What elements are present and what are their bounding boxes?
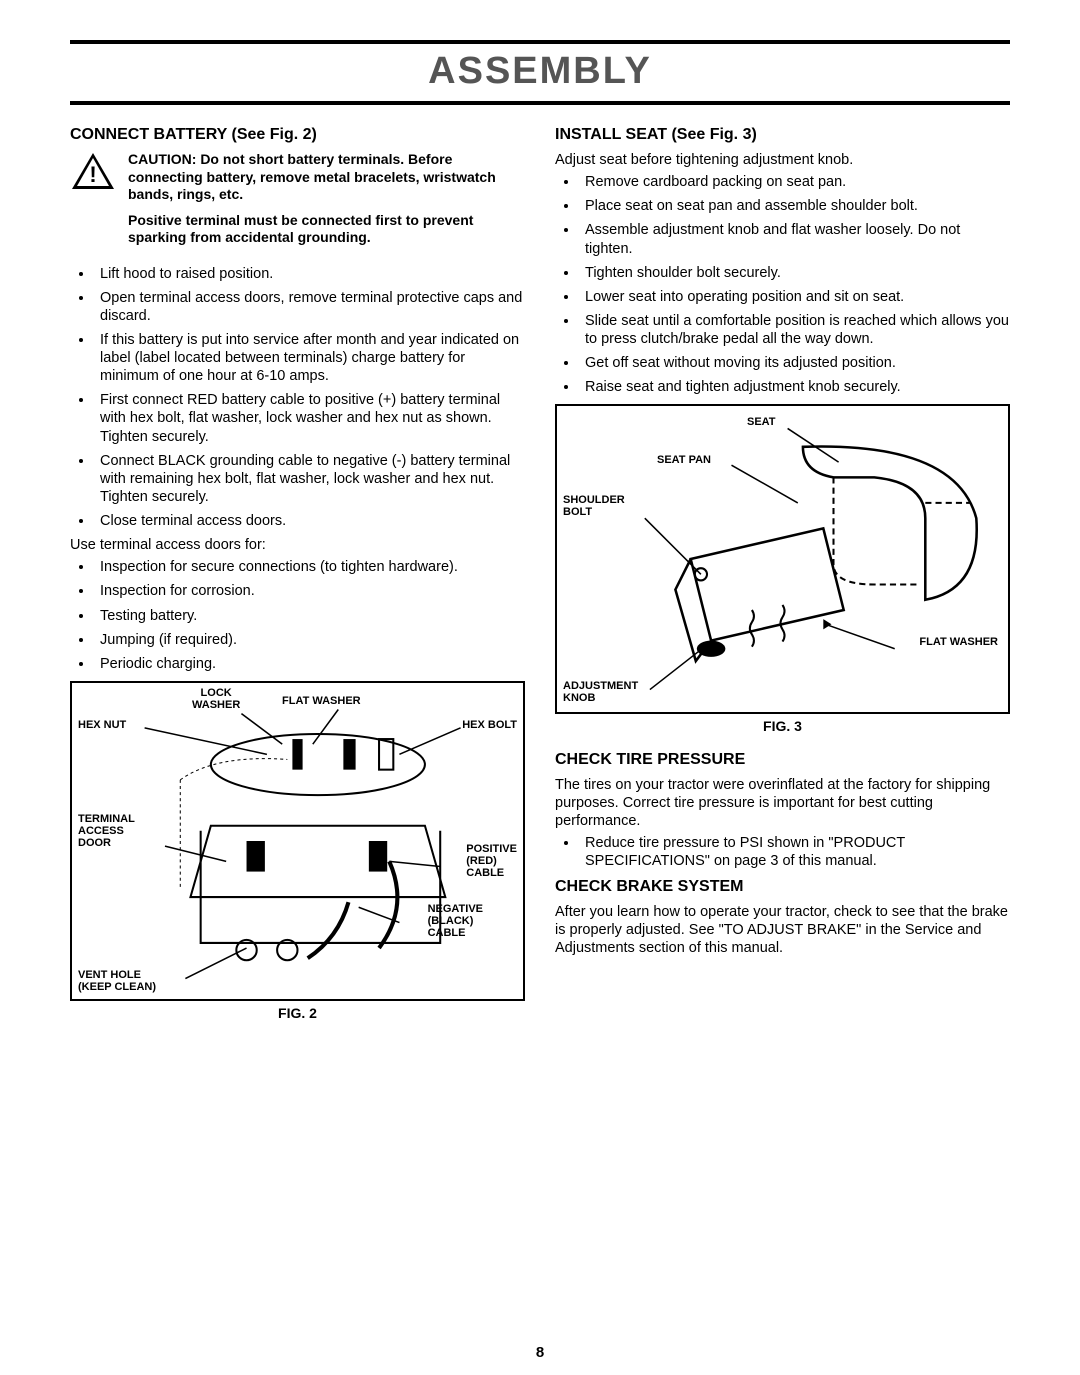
check-tire-heading: CHECK TIRE PRESSURE — [555, 750, 1010, 770]
list-item: Inspection for corrosion. — [94, 582, 525, 600]
connect-battery-heading: CONNECT BATTERY (See Fig. 2) — [70, 125, 525, 145]
figure-2-box: LOCK WASHER FLAT WASHER HEX NUT HEX BOLT… — [70, 681, 525, 1001]
list-item: Inspection for secure connections (to ti… — [94, 558, 525, 576]
list-item: First connect RED battery cable to posit… — [94, 391, 525, 445]
figure-3-box: SEAT SEAT PAN SHOULDER BOLT FLAT WASHER … — [555, 404, 1010, 714]
tire-pressure-text: The tires on your tractor were overinfla… — [555, 776, 1010, 830]
tire-bullet-list: Reduce tire pressure to PSI shown in "PR… — [555, 834, 1010, 870]
check-brake-heading: CHECK BRAKE SYSTEM — [555, 877, 1010, 897]
manual-page: ASSEMBLY CONNECT BATTERY (See Fig. 2) ! … — [0, 0, 1080, 1375]
battery-steps-list: Lift hood to raised position. Open termi… — [70, 265, 525, 531]
two-column-layout: CONNECT BATTERY (See Fig. 2) ! CAUTION: … — [70, 121, 1010, 1022]
install-seat-intro: Adjust seat before tightening adjustment… — [555, 151, 1010, 169]
figure-3-caption: FIG. 3 — [555, 718, 1010, 736]
list-item: If this battery is put into service afte… — [94, 331, 525, 385]
brake-text: After you learn how to operate your trac… — [555, 903, 1010, 957]
list-item: Lift hood to raised position. — [94, 265, 525, 283]
access-doors-list: Inspection for secure connections (to ti… — [70, 558, 525, 673]
title-bar: ASSEMBLY — [70, 40, 1010, 105]
page-number: 8 — [536, 1344, 544, 1361]
install-seat-list: Remove cardboard packing on seat pan. Pl… — [555, 173, 1010, 396]
list-item: Lower seat into operating position and s… — [579, 288, 1010, 306]
install-seat-heading: INSTALL SEAT (See Fig. 3) — [555, 125, 1010, 145]
figure-3-illustration — [557, 406, 1008, 712]
list-item: Place seat on seat pan and assemble shou… — [579, 197, 1010, 215]
list-item: Get off seat without moving its adjusted… — [579, 354, 1010, 372]
list-item: Open terminal access doors, remove termi… — [94, 289, 525, 325]
right-column: INSTALL SEAT (See Fig. 3) Adjust seat be… — [555, 121, 1010, 1022]
list-item: Remove cardboard packing on seat pan. — [579, 173, 1010, 191]
list-item: Assemble adjustment knob and flat washer… — [579, 221, 1010, 257]
caution-para-1: CAUTION: Do not short battery terminals.… — [128, 151, 525, 204]
caution-block: ! CAUTION: Do not short battery terminal… — [70, 151, 525, 255]
warning-icon: ! — [70, 151, 116, 255]
list-item: Periodic charging. — [94, 655, 525, 673]
list-item: Reduce tire pressure to PSI shown in "PR… — [579, 834, 1010, 870]
list-item: Jumping (if required). — [94, 631, 525, 649]
caution-para-2: Positive terminal must be connected firs… — [128, 212, 525, 247]
list-item: Tighten shoulder bolt securely. — [579, 264, 1010, 282]
list-item: Raise seat and tighten adjustment knob s… — [579, 378, 1010, 396]
figure-2-caption: FIG. 2 — [70, 1005, 525, 1023]
svg-text:!: ! — [89, 162, 96, 187]
list-item: Connect BLACK grounding cable to negativ… — [94, 452, 525, 506]
caution-text: CAUTION: Do not short battery terminals.… — [128, 151, 525, 255]
use-doors-text: Use terminal access doors for: — [70, 536, 525, 554]
page-title: ASSEMBLY — [70, 50, 1010, 93]
figure-2-illustration — [72, 683, 523, 999]
list-item: Testing battery. — [94, 607, 525, 625]
list-item: Slide seat until a comfortable position … — [579, 312, 1010, 348]
left-column: CONNECT BATTERY (See Fig. 2) ! CAUTION: … — [70, 121, 525, 1022]
list-item: Close terminal access doors. — [94, 512, 525, 530]
